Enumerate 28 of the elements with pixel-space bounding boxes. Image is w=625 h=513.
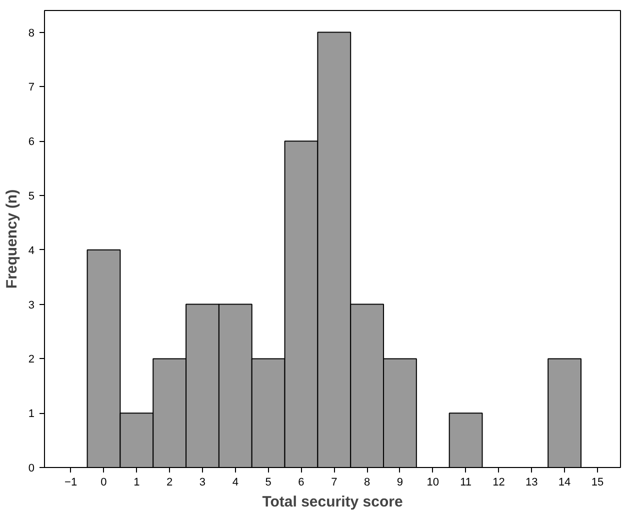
y-tick-label: 2 (28, 354, 35, 366)
x-tick-label: 10 (426, 476, 440, 488)
x-tick-label: 1 (134, 476, 140, 488)
x-tick-label: 7 (331, 476, 338, 488)
y-tick-label: 6 (28, 136, 35, 148)
x-tick-label: 12 (492, 476, 505, 488)
y-tick-label: 0 (28, 462, 35, 474)
x-tick-label: 0 (100, 476, 107, 488)
y-tick-label: 1 (28, 408, 35, 420)
y-tick-label: 5 (28, 190, 35, 202)
y-tick-label: 7 (28, 82, 35, 94)
y-tick-label: 8 (28, 27, 35, 40)
x-tick-label: 4 (232, 476, 238, 488)
x-tick-label: 14 (558, 476, 571, 488)
x-tick-label: −1 (64, 476, 78, 488)
x-tick-label: 9 (396, 476, 404, 488)
x-tick-label: 2 (166, 476, 173, 488)
x-tick-label: 13 (526, 476, 538, 488)
x-tick-label: 3 (199, 476, 206, 488)
x-axis-title: Total security score (262, 494, 403, 510)
y-axis-title: Frequency (n) (3, 189, 20, 289)
x-tick-label: 8 (364, 476, 370, 488)
x-tick-label: 6 (298, 476, 304, 488)
y-tick-label: 3 (28, 299, 35, 312)
x-tick-label: 15 (591, 476, 604, 488)
x-tick-label: 5 (265, 476, 272, 488)
x-tick-label: 11 (460, 476, 472, 488)
y-tick-label: 4 (28, 244, 35, 257)
